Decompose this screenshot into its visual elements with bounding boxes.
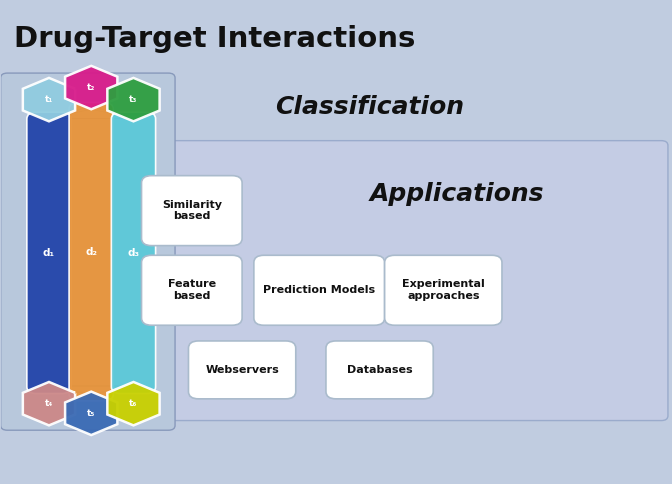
FancyBboxPatch shape <box>1 73 175 430</box>
FancyBboxPatch shape <box>326 341 433 399</box>
FancyBboxPatch shape <box>254 255 384 325</box>
Text: Feature
based: Feature based <box>168 279 216 301</box>
FancyBboxPatch shape <box>69 103 114 401</box>
Text: t₁: t₁ <box>45 95 53 104</box>
Text: d₃: d₃ <box>128 248 140 258</box>
FancyBboxPatch shape <box>152 141 668 421</box>
Text: d₁: d₁ <box>43 248 55 258</box>
Polygon shape <box>108 78 160 121</box>
Text: t₆: t₆ <box>129 399 138 408</box>
Text: Prediction Models: Prediction Models <box>263 285 375 295</box>
Polygon shape <box>65 392 118 435</box>
Polygon shape <box>23 382 75 425</box>
Text: Webservers: Webservers <box>205 365 279 375</box>
Text: Similarity
based: Similarity based <box>162 200 222 222</box>
Text: Applications: Applications <box>370 182 544 206</box>
Text: d₂: d₂ <box>85 247 97 257</box>
Text: Databases: Databases <box>347 365 413 375</box>
Text: t₂: t₂ <box>87 83 95 92</box>
Text: t₅: t₅ <box>87 409 95 418</box>
FancyBboxPatch shape <box>142 255 242 325</box>
Text: Drug-Target Interactions: Drug-Target Interactions <box>14 25 415 53</box>
FancyBboxPatch shape <box>384 255 502 325</box>
FancyBboxPatch shape <box>27 112 71 393</box>
Polygon shape <box>108 382 160 425</box>
Polygon shape <box>65 66 118 109</box>
FancyBboxPatch shape <box>142 176 242 245</box>
Text: t₄: t₄ <box>45 399 53 408</box>
Text: Experimental
approaches: Experimental approaches <box>402 279 485 301</box>
FancyBboxPatch shape <box>112 112 156 393</box>
Text: Classification: Classification <box>275 95 464 119</box>
Text: t₃: t₃ <box>129 95 138 104</box>
Polygon shape <box>23 78 75 121</box>
FancyBboxPatch shape <box>188 341 296 399</box>
